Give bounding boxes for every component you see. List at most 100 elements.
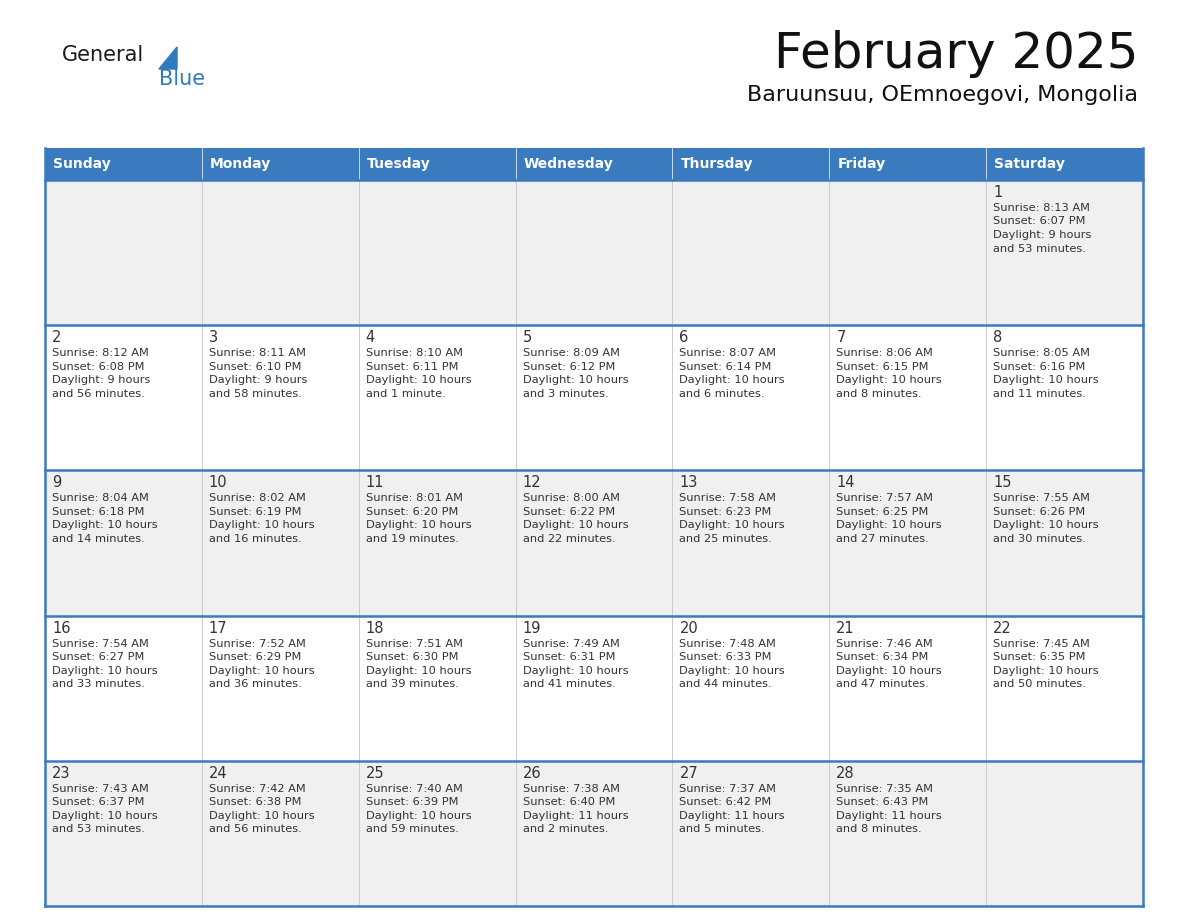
Text: Sunrise: 8:06 AM: Sunrise: 8:06 AM: [836, 348, 933, 358]
Text: Sunset: 6:12 PM: Sunset: 6:12 PM: [523, 362, 615, 372]
Text: Sunrise: 8:01 AM: Sunrise: 8:01 AM: [366, 493, 462, 503]
Text: Daylight: 10 hours: Daylight: 10 hours: [523, 375, 628, 386]
Text: and 56 minutes.: and 56 minutes.: [52, 388, 145, 398]
Text: Daylight: 10 hours: Daylight: 10 hours: [366, 521, 472, 531]
Text: and 53 minutes.: and 53 minutes.: [993, 243, 1086, 253]
Text: 9: 9: [52, 476, 62, 490]
Text: and 39 minutes.: and 39 minutes.: [366, 679, 459, 689]
Text: Sunset: 6:37 PM: Sunset: 6:37 PM: [52, 798, 145, 807]
Text: Sunrise: 8:13 AM: Sunrise: 8:13 AM: [993, 203, 1091, 213]
Text: Sunrise: 8:02 AM: Sunrise: 8:02 AM: [209, 493, 305, 503]
Text: Sunrise: 7:48 AM: Sunrise: 7:48 AM: [680, 639, 776, 649]
Text: Daylight: 10 hours: Daylight: 10 hours: [209, 811, 315, 821]
Text: Sunrise: 7:54 AM: Sunrise: 7:54 AM: [52, 639, 148, 649]
Text: and 56 minutes.: and 56 minutes.: [209, 824, 302, 834]
Text: Daylight: 10 hours: Daylight: 10 hours: [993, 375, 1099, 386]
Text: Sunset: 6:34 PM: Sunset: 6:34 PM: [836, 652, 929, 662]
Bar: [986, 148, 1143, 180]
Text: 17: 17: [209, 621, 227, 635]
Bar: [45, 180, 1143, 325]
Text: 10: 10: [209, 476, 227, 490]
Bar: [45, 761, 1143, 906]
Text: and 2 minutes.: and 2 minutes.: [523, 824, 608, 834]
Text: Daylight: 10 hours: Daylight: 10 hours: [52, 811, 158, 821]
Text: Daylight: 10 hours: Daylight: 10 hours: [680, 666, 785, 676]
Text: and 8 minutes.: and 8 minutes.: [836, 388, 922, 398]
Bar: [202, 148, 359, 180]
Text: Daylight: 10 hours: Daylight: 10 hours: [836, 375, 942, 386]
Text: Sunrise: 7:55 AM: Sunrise: 7:55 AM: [993, 493, 1091, 503]
Text: Sunset: 6:43 PM: Sunset: 6:43 PM: [836, 798, 929, 807]
Text: 5: 5: [523, 330, 532, 345]
Text: Daylight: 10 hours: Daylight: 10 hours: [993, 666, 1099, 676]
Text: Baruunsuu, OEmnoegovi, Mongolia: Baruunsuu, OEmnoegovi, Mongolia: [747, 85, 1138, 105]
Text: 6: 6: [680, 330, 689, 345]
Text: Sunrise: 8:04 AM: Sunrise: 8:04 AM: [52, 493, 148, 503]
Text: Sunset: 6:10 PM: Sunset: 6:10 PM: [209, 362, 302, 372]
Text: and 19 minutes.: and 19 minutes.: [366, 534, 459, 543]
Text: Sunset: 6:25 PM: Sunset: 6:25 PM: [836, 507, 929, 517]
Bar: [45, 325, 1143, 470]
Text: and 47 minutes.: and 47 minutes.: [836, 679, 929, 689]
Text: Daylight: 10 hours: Daylight: 10 hours: [993, 521, 1099, 531]
Text: Monday: Monday: [210, 157, 271, 171]
Text: Daylight: 9 hours: Daylight: 9 hours: [993, 230, 1092, 240]
Text: Daylight: 10 hours: Daylight: 10 hours: [209, 521, 315, 531]
Text: 2: 2: [52, 330, 62, 345]
Text: and 53 minutes.: and 53 minutes.: [52, 824, 145, 834]
Text: 27: 27: [680, 766, 699, 781]
Bar: [516, 148, 672, 180]
Text: 13: 13: [680, 476, 697, 490]
Text: 7: 7: [836, 330, 846, 345]
Text: Daylight: 9 hours: Daylight: 9 hours: [52, 375, 151, 386]
Text: and 3 minutes.: and 3 minutes.: [523, 388, 608, 398]
Text: 11: 11: [366, 476, 384, 490]
Polygon shape: [159, 47, 177, 69]
Text: 14: 14: [836, 476, 855, 490]
Text: Daylight: 10 hours: Daylight: 10 hours: [836, 521, 942, 531]
Text: and 58 minutes.: and 58 minutes.: [209, 388, 302, 398]
Text: 24: 24: [209, 766, 227, 781]
Text: 23: 23: [52, 766, 70, 781]
Text: Sunset: 6:38 PM: Sunset: 6:38 PM: [209, 798, 302, 807]
Bar: [359, 148, 516, 180]
Text: and 16 minutes.: and 16 minutes.: [209, 534, 302, 543]
Text: 4: 4: [366, 330, 375, 345]
Bar: [672, 148, 829, 180]
Text: Sunset: 6:42 PM: Sunset: 6:42 PM: [680, 798, 772, 807]
Text: and 11 minutes.: and 11 minutes.: [993, 388, 1086, 398]
Text: Daylight: 10 hours: Daylight: 10 hours: [680, 375, 785, 386]
Text: Daylight: 10 hours: Daylight: 10 hours: [366, 375, 472, 386]
Text: 1: 1: [993, 185, 1003, 200]
Text: Sunset: 6:39 PM: Sunset: 6:39 PM: [366, 798, 459, 807]
Text: Sunset: 6:35 PM: Sunset: 6:35 PM: [993, 652, 1086, 662]
Text: 26: 26: [523, 766, 542, 781]
Text: Sunset: 6:26 PM: Sunset: 6:26 PM: [993, 507, 1086, 517]
Text: Sunday: Sunday: [53, 157, 110, 171]
Text: Sunset: 6:14 PM: Sunset: 6:14 PM: [680, 362, 772, 372]
Text: Saturday: Saturday: [994, 157, 1064, 171]
Text: Sunrise: 7:40 AM: Sunrise: 7:40 AM: [366, 784, 462, 794]
Text: Daylight: 10 hours: Daylight: 10 hours: [836, 666, 942, 676]
Text: Sunrise: 7:43 AM: Sunrise: 7:43 AM: [52, 784, 148, 794]
Text: Tuesday: Tuesday: [367, 157, 430, 171]
Text: 8: 8: [993, 330, 1003, 345]
Text: Sunrise: 7:52 AM: Sunrise: 7:52 AM: [209, 639, 305, 649]
Text: 3: 3: [209, 330, 217, 345]
Text: Daylight: 10 hours: Daylight: 10 hours: [366, 811, 472, 821]
Text: Daylight: 10 hours: Daylight: 10 hours: [366, 666, 472, 676]
Text: February 2025: February 2025: [773, 30, 1138, 78]
Text: Sunrise: 7:58 AM: Sunrise: 7:58 AM: [680, 493, 777, 503]
Text: and 25 minutes.: and 25 minutes.: [680, 534, 772, 543]
Text: and 33 minutes.: and 33 minutes.: [52, 679, 145, 689]
Text: Daylight: 11 hours: Daylight: 11 hours: [523, 811, 628, 821]
Text: Sunrise: 8:12 AM: Sunrise: 8:12 AM: [52, 348, 148, 358]
Text: Sunset: 6:22 PM: Sunset: 6:22 PM: [523, 507, 615, 517]
Text: 22: 22: [993, 621, 1012, 635]
Text: Daylight: 10 hours: Daylight: 10 hours: [523, 666, 628, 676]
Text: Sunrise: 8:07 AM: Sunrise: 8:07 AM: [680, 348, 777, 358]
Text: General: General: [62, 45, 144, 65]
Text: and 27 minutes.: and 27 minutes.: [836, 534, 929, 543]
Text: and 50 minutes.: and 50 minutes.: [993, 679, 1086, 689]
Text: Blue: Blue: [159, 69, 206, 89]
